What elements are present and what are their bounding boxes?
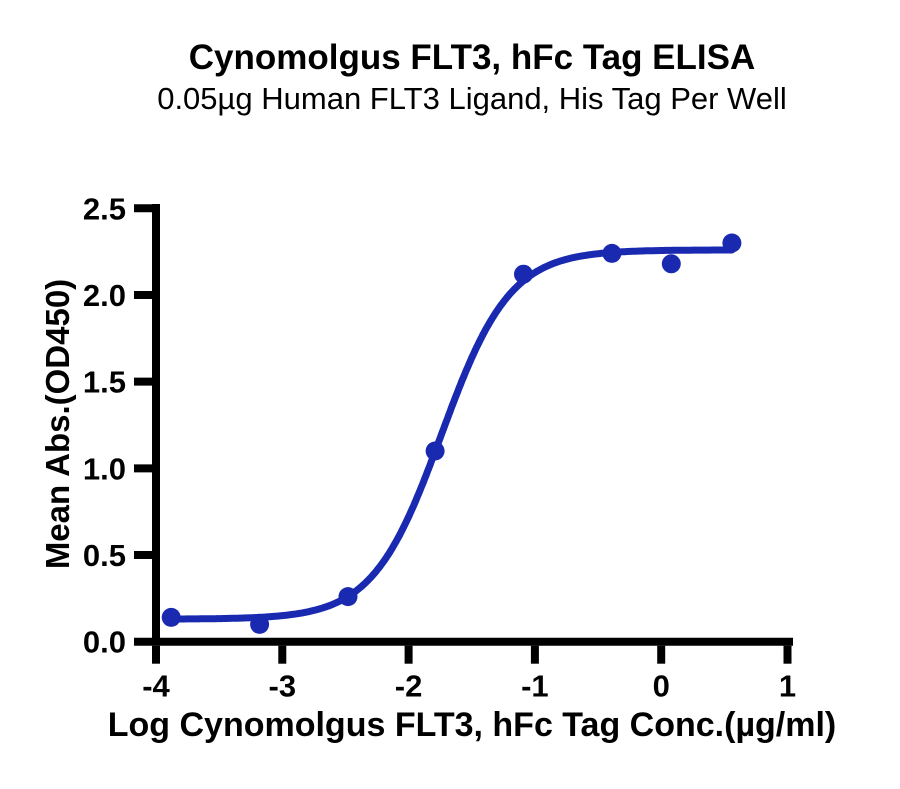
y-tick-label: 2.5	[83, 191, 126, 226]
data-point	[338, 587, 358, 607]
x-tick-label: -1	[521, 669, 549, 704]
y-tick-label: 1.5	[83, 365, 126, 400]
data-point	[514, 264, 533, 284]
x-axis-title: Log Cynomolgus FLT3, hFc Tag Conc.(µg/ml…	[107, 706, 837, 744]
y-tick-label: 0.0	[83, 625, 126, 660]
data-point	[161, 607, 181, 627]
x-tick-label: -2	[395, 669, 423, 704]
chart-title: Cynomolgus FLT3, hFc Tag ELISA	[188, 38, 756, 77]
y-tick-label: 2.0	[83, 278, 126, 313]
x-tick-label: -4	[142, 669, 170, 704]
data-point	[602, 243, 622, 263]
data-point	[722, 233, 742, 253]
data-point	[425, 441, 445, 461]
y-tick-label: 1.0	[83, 451, 126, 486]
x-tick-label: 1	[779, 669, 796, 704]
x-tick-label: -3	[269, 669, 297, 704]
data-point	[250, 614, 270, 634]
chart-subtitle: 0.05µg Human FLT3 Ligand, His Tag Per We…	[157, 81, 787, 116]
y-tick-label: 0.5	[83, 538, 126, 573]
axis-line	[152, 204, 793, 646]
fit-curve	[167, 246, 736, 623]
data-point	[661, 254, 681, 274]
x-tick-label: 0	[653, 669, 670, 704]
